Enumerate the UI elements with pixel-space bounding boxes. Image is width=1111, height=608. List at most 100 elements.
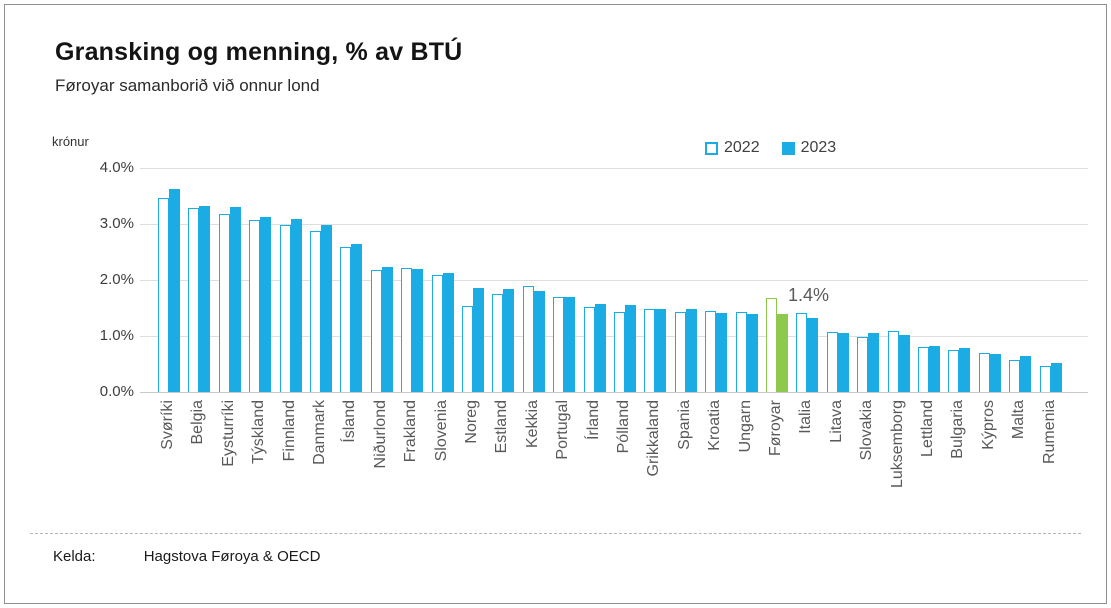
bar-2022-Estland[interactable] <box>492 294 503 392</box>
bar-2023-Kýpros[interactable] <box>990 354 1001 392</box>
bar-2023-Belgia[interactable] <box>199 206 210 392</box>
x-label-Rumenia: Rumenia <box>1041 400 1058 465</box>
bar-2023-Spania[interactable] <box>686 309 697 392</box>
bar-2023-Pólland[interactable] <box>625 305 636 392</box>
bar-2023-Niðurlond[interactable] <box>382 267 393 392</box>
bar-2022-Luksemborg[interactable] <box>888 331 899 392</box>
x-label-Slovenia: Slovenia <box>433 400 450 462</box>
bar-2023-Eysturríki[interactable] <box>230 207 241 392</box>
x-label-Eysturríki: Eysturríki <box>220 400 237 467</box>
bar-2023-Danmark[interactable] <box>321 225 332 392</box>
bar-2022-Týskland[interactable] <box>249 220 260 392</box>
bar-2022-Kroatia[interactable] <box>705 311 716 392</box>
x-label-Niðurlond: Niðurlond <box>372 400 389 469</box>
x-label-Spania: Spania <box>676 400 693 450</box>
y-axis-unit-label: krónur <box>52 134 89 149</box>
bar-2022-Bulgaria[interactable] <box>948 350 959 392</box>
gridline-2.0% <box>140 280 1088 281</box>
x-axis-labels: Svøríki Belgia Eysturríki Týskland Finnland D… <box>140 400 1088 530</box>
bar-2022-Malta[interactable] <box>1009 360 1020 392</box>
x-label-Kekkia: Kekkia <box>524 400 541 449</box>
bar-2023-Bulgaria[interactable] <box>959 348 970 392</box>
bar-2023-Portugal[interactable] <box>564 297 575 392</box>
bar-2022-Finnland[interactable] <box>280 225 291 392</box>
bar-2023-Kekkia[interactable] <box>534 291 545 392</box>
x-label-Pólland: Pólland <box>615 400 632 454</box>
bar-2022-Rumenia[interactable] <box>1040 366 1051 392</box>
source-value: Hagstova Føroya & OECD <box>143 548 321 565</box>
bar-2022-Belgia[interactable] <box>188 208 199 392</box>
bar-2022-Niðurlond[interactable] <box>371 270 382 392</box>
legend-item-2023[interactable]: 2023 <box>781 139 837 157</box>
x-label-Írland: Írland <box>585 400 602 441</box>
gridline-3.0% <box>140 224 1088 225</box>
bar-2023-Slovenia[interactable] <box>443 273 454 392</box>
bar-2022-Pólland[interactable] <box>614 312 625 392</box>
bar-2023-Finnland[interactable] <box>291 219 302 392</box>
bar-2023-Føroyar[interactable] <box>777 314 788 392</box>
gridline-0.0% <box>140 392 1088 393</box>
bar-2023-Lettland[interactable] <box>929 346 940 392</box>
bar-2022-Portugal[interactable] <box>553 297 564 392</box>
bar-2023-Svøríki[interactable] <box>169 189 180 392</box>
bar-2022-Danmark[interactable] <box>310 231 321 392</box>
legend-label-2022: 2022 <box>724 139 760 156</box>
footer-divider <box>30 533 1081 534</box>
x-label-Malta: Malta <box>1010 400 1027 440</box>
bar-2022-Kekkia[interactable] <box>523 286 534 392</box>
legend-label-2023: 2023 <box>800 139 837 156</box>
bar-2023-Luksemborg[interactable] <box>899 335 910 392</box>
source-row: Kelda: Hagstova Føroya & OECD <box>53 548 320 565</box>
bar-2023-Estland[interactable] <box>503 289 514 392</box>
bar-2023-Ungarn[interactable] <box>747 314 758 392</box>
x-label-Litava: Litava <box>828 400 845 443</box>
x-label-Ungarn: Ungarn <box>737 400 754 453</box>
bar-2022-Grikkaland[interactable] <box>644 309 655 392</box>
bar-2022-Italia[interactable] <box>796 313 807 392</box>
bar-2023-Slovakia[interactable] <box>868 333 879 392</box>
bar-2023-Litava[interactable] <box>838 333 849 392</box>
bar-2022-Slovakia[interactable] <box>857 337 868 392</box>
bar-2023-Frakland[interactable] <box>412 269 423 392</box>
bar-2023-Ísland[interactable] <box>351 244 362 392</box>
bar-2022-Ísland[interactable] <box>340 247 351 392</box>
bar-2022-Spania[interactable] <box>675 312 686 392</box>
y-tick-label-1.0%: 1.0% <box>99 327 134 344</box>
y-tick-label-4.0%: 4.0% <box>99 159 134 176</box>
bar-2023-Malta[interactable] <box>1020 356 1031 392</box>
bar-2022-Svøríki[interactable] <box>158 198 169 392</box>
bar-2023-Grikkaland[interactable] <box>655 309 666 392</box>
legend-item-2022[interactable]: 2022 <box>705 139 760 157</box>
gridline-4.0% <box>140 168 1088 169</box>
x-label-Frakland: Frakland <box>402 400 419 463</box>
x-label-Kroatia: Kroatia <box>706 400 723 451</box>
bar-2022-Slovenia[interactable] <box>432 275 443 392</box>
bar-2022-Frakland[interactable] <box>401 268 412 392</box>
x-label-Svøríki: Svøríki <box>159 400 176 450</box>
bar-2022-Føroyar[interactable] <box>766 298 777 392</box>
bar-2022-Litava[interactable] <box>827 332 838 392</box>
x-label-Føroyar: Føroyar <box>767 400 784 456</box>
x-label-Danmark: Danmark <box>311 400 328 465</box>
highlight-value-label: 1.4% <box>788 285 830 305</box>
bar-2023-Týskland[interactable] <box>260 217 271 392</box>
x-label-Belgia: Belgia <box>189 400 206 445</box>
bar-2022-Írland[interactable] <box>584 307 595 392</box>
x-label-Portugal: Portugal <box>554 400 571 460</box>
bar-2022-Ungarn[interactable] <box>736 312 747 392</box>
x-label-Grikkaland: Grikkaland <box>645 400 662 477</box>
x-label-Italia: Italia <box>797 400 814 434</box>
page-title: Gransking og menning, % av BTÚ <box>55 38 463 66</box>
bar-2022-Eysturríki[interactable] <box>219 214 230 392</box>
bar-2022-Lettland[interactable] <box>918 347 929 392</box>
page-subtitle: Føroyar samanborið við onnur lond <box>55 76 320 95</box>
bar-2023-Italia[interactable] <box>807 318 818 392</box>
bar-2023-Noreg[interactable] <box>473 288 484 392</box>
bar-2022-Kýpros[interactable] <box>979 353 990 392</box>
bar-2023-Rumenia[interactable] <box>1051 363 1062 392</box>
bar-2023-Kroatia[interactable] <box>716 313 727 392</box>
bar-2023-Írland[interactable] <box>595 304 606 392</box>
x-label-Finnland: Finnland <box>281 400 298 462</box>
bar-2022-Noreg[interactable] <box>462 306 473 392</box>
